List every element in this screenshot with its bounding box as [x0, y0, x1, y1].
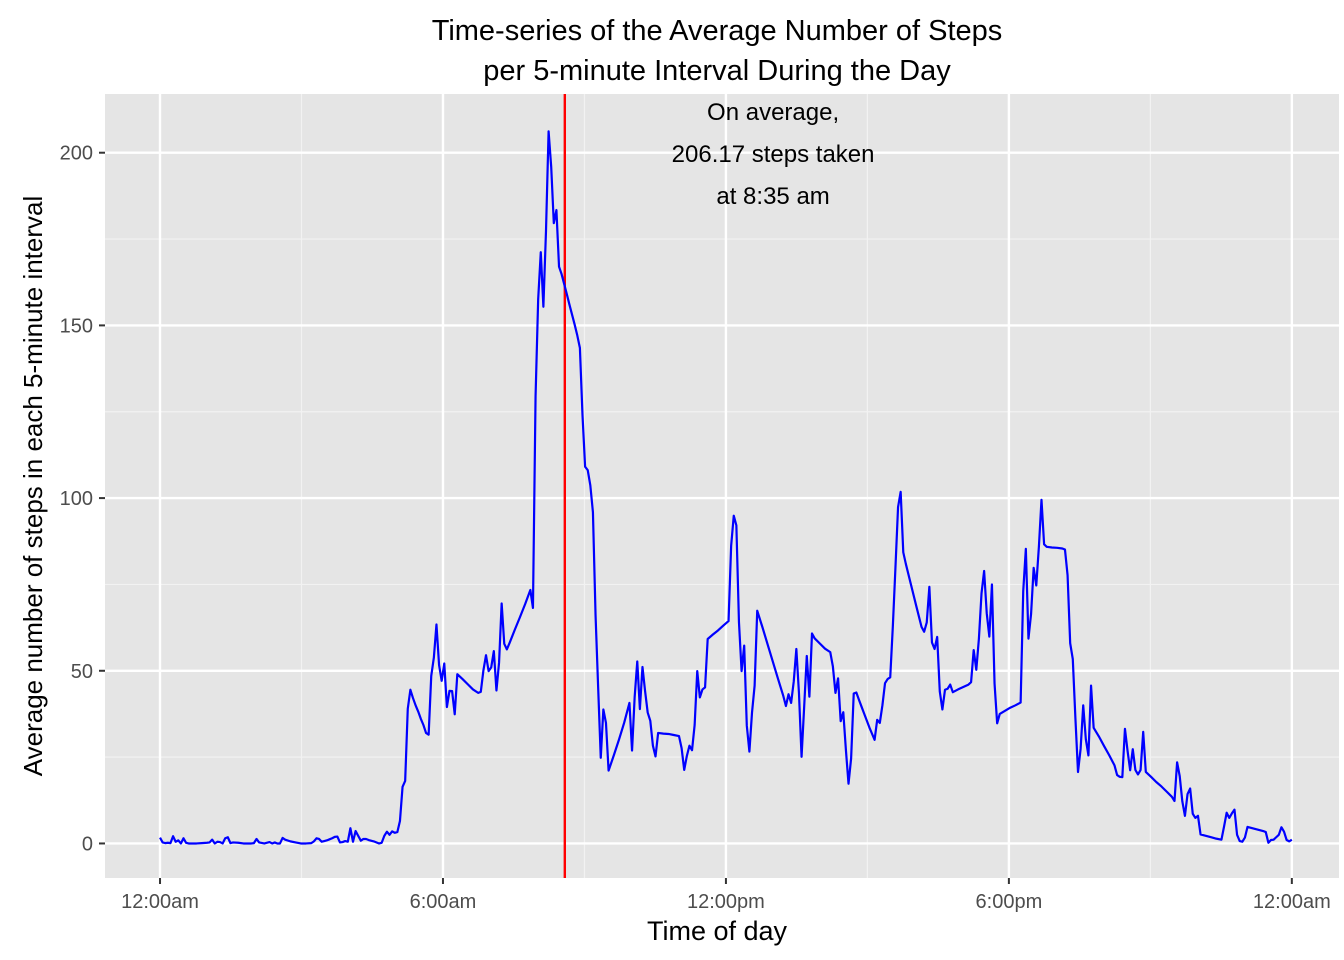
- x-axis-label: Time of day: [647, 916, 788, 946]
- y-tick-label: 100: [60, 488, 93, 510]
- series-layer: [159, 130, 1293, 845]
- plot-panel: [105, 94, 1339, 878]
- y-axis-label: Average number of steps in each 5-minute…: [18, 196, 48, 777]
- annotation-text-line: On average,: [707, 99, 839, 126]
- y-tick-label: 200: [60, 143, 93, 165]
- x-tick-label: 6:00pm: [976, 891, 1043, 913]
- x-axis: 12:00am 6:00am 12:00pm 6:00pm 12:00am: [121, 878, 1331, 913]
- chart-title-line1: Time-series of the Average Number of Ste…: [432, 15, 1003, 47]
- annotation-text-line: at 8:35 am: [716, 183, 829, 210]
- annotation: On average, 206.17 steps taken at 8:35 am: [672, 99, 875, 210]
- x-tick-label: 12:00am: [1253, 891, 1331, 913]
- y-tick-label: 50: [71, 661, 93, 683]
- x-tick-label: 6:00am: [410, 891, 477, 913]
- annotation-text-line: 206.17 steps taken: [672, 141, 875, 168]
- x-tick-label: 12:00pm: [687, 891, 765, 913]
- y-tick-label: 150: [60, 315, 93, 337]
- chart-title-line2: per 5-minute Interval During the Day: [483, 55, 951, 87]
- grid-lines: [105, 94, 1339, 878]
- y-tick-label: 0: [82, 833, 93, 855]
- y-axis: 0 50 100 150 200: [60, 143, 105, 855]
- x-tick-label: 12:00am: [121, 891, 199, 913]
- series-line: [159, 130, 1293, 845]
